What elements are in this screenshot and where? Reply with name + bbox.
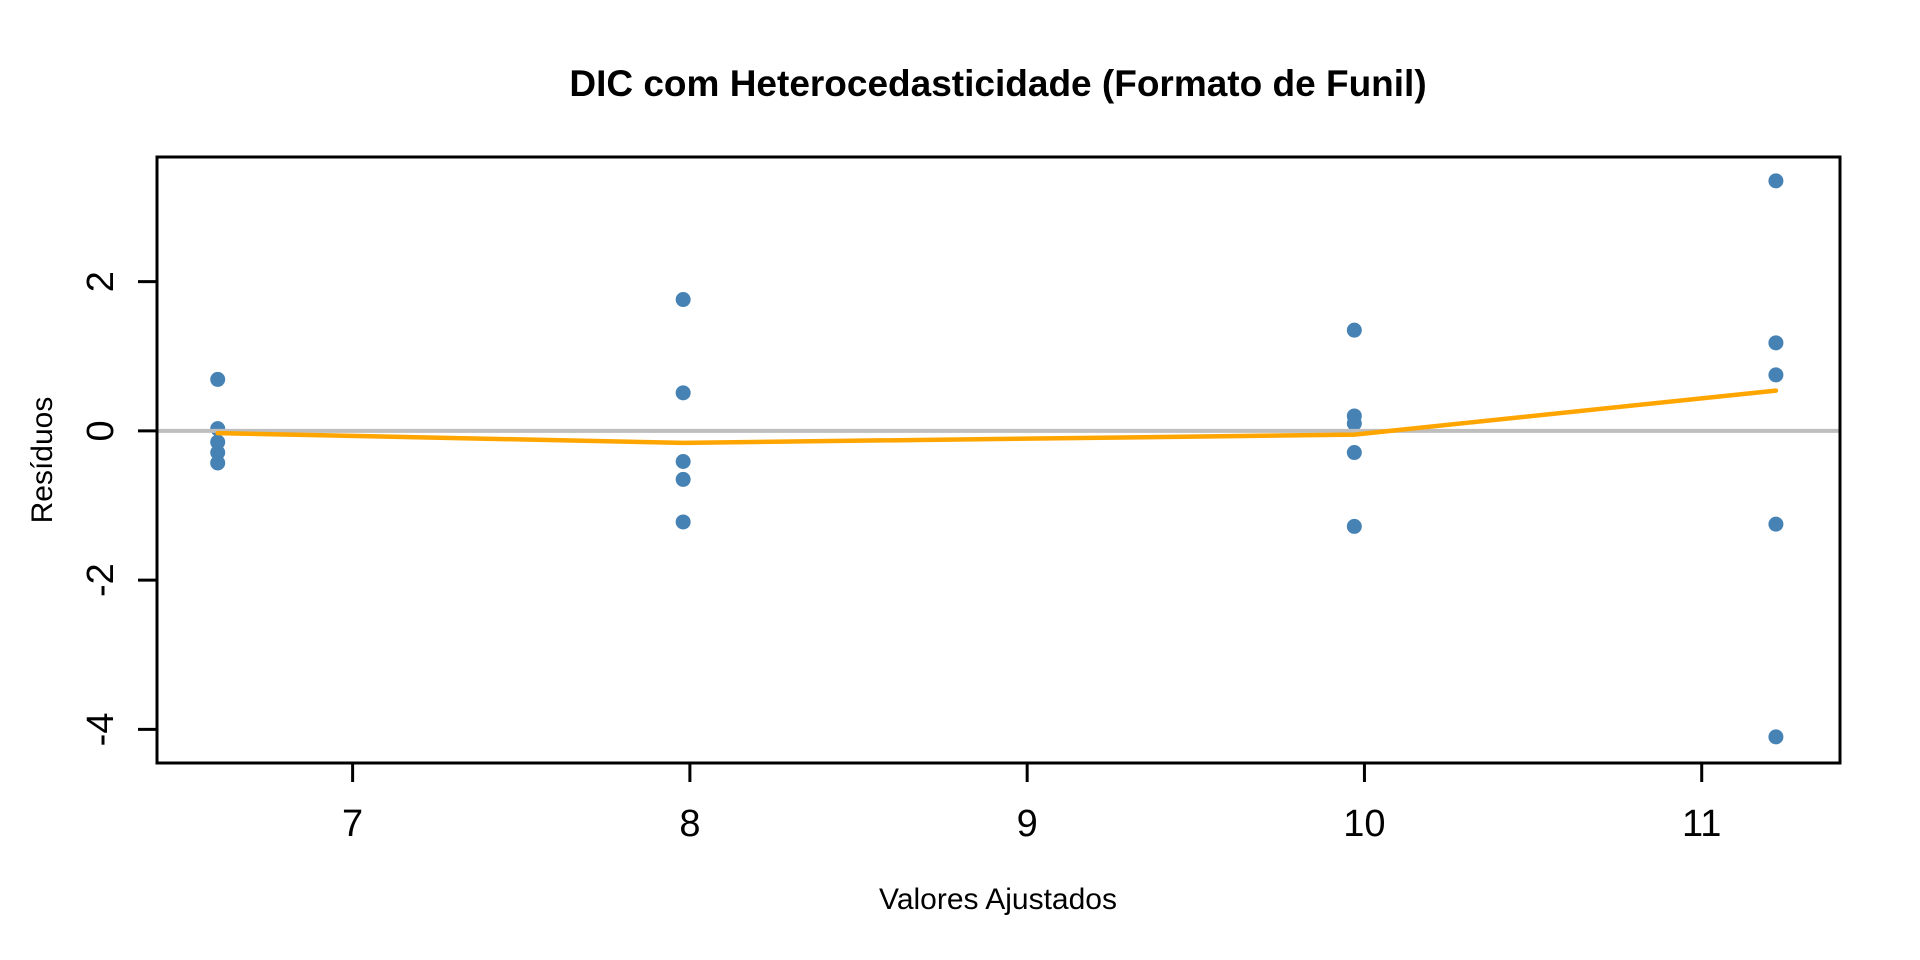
y-axis-tick-label: -4: [80, 713, 122, 747]
data-point: [675, 453, 691, 469]
x-axis-tick-label: 11: [1682, 803, 1721, 845]
series-residuos-pontos: [210, 173, 1784, 745]
plot-border: [155, 155, 1842, 765]
chart-title: DIC com Heterocedasticidade (Formato de …: [569, 63, 1426, 104]
data-point: [1346, 518, 1362, 534]
data-point: [675, 471, 691, 487]
y-axis-tick-label: 0: [80, 420, 122, 441]
y-axis-label: Resíduos: [26, 397, 59, 524]
y-axis-tick-label: -2: [80, 563, 122, 597]
data-point: [1768, 729, 1784, 745]
data-point: [675, 514, 691, 530]
data-point: [210, 455, 226, 471]
data-point: [1346, 415, 1362, 431]
plot-area: [157, 173, 1840, 745]
x-axis-tick-label: 9: [1017, 803, 1038, 845]
data-point: [1768, 367, 1784, 383]
data-point: [210, 371, 226, 387]
data-point: [1768, 516, 1784, 532]
axes: 7 8 9 10 11 2 0 -2 -4: [80, 271, 1721, 845]
data-point: [675, 385, 691, 401]
y-axis-tick-label: 2: [80, 271, 122, 292]
data-point: [1346, 445, 1362, 461]
x-axis-label: Valores Ajustados: [879, 883, 1117, 916]
x-axis-tick-label: 7: [342, 803, 363, 845]
data-point: [1768, 335, 1784, 351]
data-point: [210, 434, 226, 450]
data-point: [675, 292, 691, 308]
data-point: [210, 445, 226, 461]
data-point: [1768, 173, 1784, 189]
data-point: [1346, 322, 1362, 338]
x-axis-tick-label: 10: [1343, 803, 1385, 845]
x-axis-tick-label: 8: [679, 803, 700, 845]
lowess-smooth-line: [215, 388, 1779, 446]
